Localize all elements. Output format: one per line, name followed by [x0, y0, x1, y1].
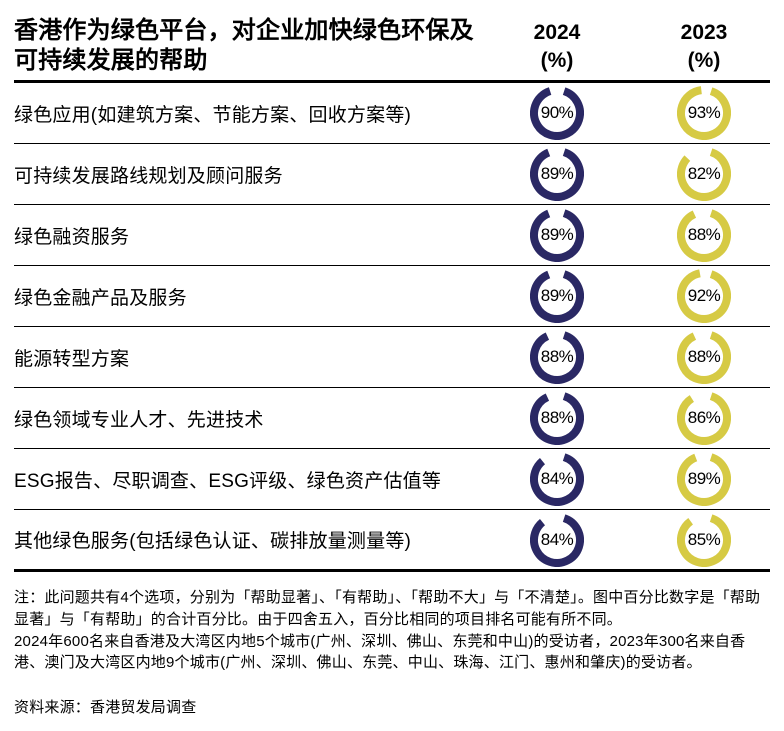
donut-ring-icon [530, 391, 584, 445]
column-unit-2024: (%) [540, 48, 574, 72]
table-row: 绿色领域专业人才、先进技术 88% 86% [14, 388, 770, 449]
donut-chart-2024: 89% [530, 269, 584, 323]
donut-chart-2023: 89% [677, 452, 731, 506]
donut-cell-2023: 85% [638, 512, 770, 567]
donut-value-label: 86% [687, 408, 721, 427]
table-row: 绿色应用(如建筑方案、节能方案、回收方案等) 90% 93% [14, 83, 770, 144]
table-row: 能源转型方案 88% 88% [14, 327, 770, 388]
donut-value-label: 85% [687, 529, 721, 549]
row-label: 绿色应用(如建筑方案、节能方案、回收方案等) [14, 104, 412, 126]
source-line: 资料来源：香港贸发局调查 [14, 699, 197, 716]
column-year-2023: 2023 [680, 21, 728, 44]
donut-ring-icon [677, 208, 731, 262]
column-unit-2023: (%) [687, 48, 721, 72]
donut-value-label: 88% [687, 347, 721, 366]
donut-ring-icon [530, 512, 584, 567]
page-title: 香港作为绿色平台，对企业加快绿色环保及可持续发展的帮助 [14, 17, 474, 74]
row-label: ESG报告、尽职调查、ESG评级、绿色资产估值等 [14, 470, 442, 492]
donut-cell-2024: 88% [476, 391, 638, 445]
donut-chart-2023: 88% [677, 208, 731, 262]
donut-value-label: 84% [540, 529, 574, 549]
row-label: 能源转型方案 [14, 348, 130, 370]
donut-cell-2024: 89% [476, 208, 638, 262]
donut-ring-icon [677, 512, 731, 567]
table-row: 其他绿色服务(包括绿色认证、碳排放量测量等) 84% 85% [14, 510, 770, 572]
donut-ring-icon [677, 147, 731, 201]
donut-cell-2023: 89% [638, 452, 770, 506]
column-header-2024: 2024 (%) [476, 16, 638, 75]
donut-ring-icon [677, 330, 731, 384]
donut-chart-2023: 88% [677, 330, 731, 384]
donut-ring-icon [530, 269, 584, 323]
donut-value-label: 92% [687, 286, 721, 305]
donut-cell-2023: 88% [638, 208, 770, 262]
donut-value-label: 93% [687, 103, 721, 122]
donut-value-label: 89% [540, 286, 574, 305]
donut-ring-icon [530, 330, 584, 384]
table-row: 绿色金融产品及服务 89% 92% [14, 266, 770, 327]
table-row: 绿色融资服务 89% 88% [14, 205, 770, 266]
donut-ring-icon [530, 147, 584, 201]
donut-chart-2023: 92% [677, 269, 731, 323]
donut-chart-2024: 84% [530, 452, 584, 506]
donut-chart-2024: 84% [530, 512, 584, 567]
donut-ring-icon [677, 391, 731, 445]
donut-chart-2023: 85% [677, 512, 731, 567]
donut-ring-icon [530, 86, 584, 140]
donut-ring-icon [677, 452, 731, 506]
donut-cell-2023: 92% [638, 269, 770, 323]
donut-value-label: 90% [540, 103, 574, 122]
donut-value-label: 82% [687, 164, 721, 183]
table-header: 香港作为绿色平台，对企业加快绿色环保及可持续发展的帮助 2024 (%) 2023… [14, 0, 770, 83]
donut-chart-2023: 86% [677, 391, 731, 445]
row-label: 绿色融资服务 [14, 226, 130, 248]
donut-chart-2024: 90% [530, 86, 584, 140]
donut-ring-icon [677, 86, 731, 140]
table-row: 可持续发展路线规划及顾问服务 89% 82% [14, 144, 770, 205]
row-label: 绿色领域专业人才、先进技术 [14, 409, 264, 431]
donut-cell-2024: 89% [476, 269, 638, 323]
row-label: 绿色金融产品及服务 [14, 287, 187, 309]
table-row: ESG报告、尽职调查、ESG评级、绿色资产估值等 84% 89% [14, 449, 770, 510]
row-label: 其他绿色服务(包括绿色认证、碳排放量测量等) [14, 531, 412, 552]
donut-chart-2024: 89% [530, 147, 584, 201]
donut-ring-icon [530, 452, 584, 506]
donut-value-label: 89% [540, 225, 574, 244]
column-year-2024: 2024 [533, 21, 581, 44]
donut-cell-2024: 88% [476, 330, 638, 384]
footnotes: 注：此问题共有4个选项，分别为「帮助显著」、「有帮助」、「帮助不大」与「不清楚」… [14, 572, 770, 674]
donut-value-label: 88% [540, 408, 574, 427]
donut-cell-2024: 84% [476, 452, 638, 506]
donut-cell-2023: 86% [638, 391, 770, 445]
donut-ring-icon [677, 269, 731, 323]
donut-cell-2023: 88% [638, 330, 770, 384]
donut-ring-icon [530, 208, 584, 262]
donut-chart-2024: 88% [530, 330, 584, 384]
table-body: 绿色应用(如建筑方案、节能方案、回收方案等) 90% 93% 可持续发展路线规划及顾问… [14, 83, 770, 572]
donut-value-label: 88% [687, 225, 721, 244]
row-label: 可持续发展路线规划及顾问服务 [14, 165, 283, 187]
donut-chart-2024: 89% [530, 208, 584, 262]
donut-cell-2023: 93% [638, 86, 770, 140]
donut-chart-2023: 93% [677, 86, 731, 140]
donut-cell-2023: 82% [638, 147, 770, 201]
footnote-respondents: 2024年600名来自香港及大湾区内地5个城市(广州、深圳、佛山、东莞和中山)的… [14, 632, 746, 672]
column-header-2023: 2023 (%) [638, 16, 770, 75]
donut-value-label: 89% [540, 164, 574, 183]
donut-chart-2023: 82% [677, 147, 731, 201]
donut-chart-2024: 88% [530, 391, 584, 445]
donut-value-label: 89% [687, 469, 721, 488]
donut-cell-2024: 89% [476, 147, 638, 201]
donut-value-label: 88% [540, 347, 574, 366]
donut-value-label: 84% [540, 469, 574, 488]
donut-cell-2024: 84% [476, 512, 638, 567]
donut-cell-2024: 90% [476, 86, 638, 140]
footnote-definition: 注：此问题共有4个选项，分别为「帮助显著」、「有帮助」、「帮助不大」与「不清楚」… [14, 589, 761, 628]
